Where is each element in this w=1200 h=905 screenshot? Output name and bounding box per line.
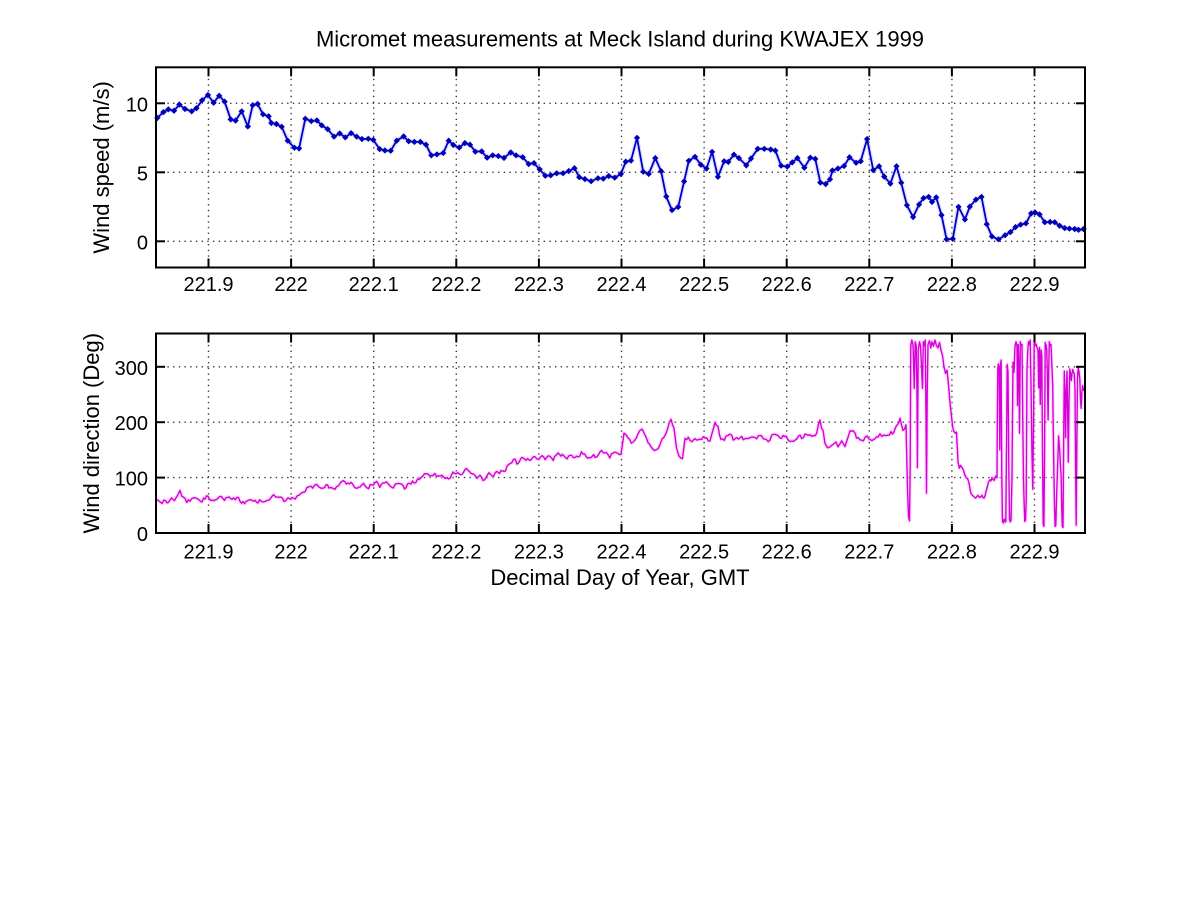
svg-text:222.9: 222.9 [1009, 542, 1059, 564]
svg-text:222.5: 222.5 [679, 542, 729, 564]
svg-text:222.6: 222.6 [762, 274, 812, 296]
svg-text:Micromet measurements at Meck: Micromet measurements at Meck Island dur… [316, 27, 924, 52]
svg-text:100: 100 [115, 469, 148, 491]
svg-text:Decimal Day of Year, GMT: Decimal Day of Year, GMT [490, 565, 749, 590]
svg-text:222.7: 222.7 [844, 542, 894, 564]
svg-text:200: 200 [115, 413, 148, 435]
svg-text:222.5: 222.5 [679, 274, 729, 296]
svg-text:Wind direction (Deg): Wind direction (Deg) [79, 333, 104, 534]
svg-text:222.6: 222.6 [762, 542, 812, 564]
svg-text:222.9: 222.9 [1009, 274, 1059, 296]
svg-text:300: 300 [115, 358, 148, 380]
svg-text:222.2: 222.2 [431, 274, 481, 296]
svg-text:222.2: 222.2 [431, 542, 481, 564]
svg-text:222: 222 [274, 542, 307, 564]
svg-text:222.7: 222.7 [844, 274, 894, 296]
svg-text:5: 5 [137, 163, 148, 185]
svg-text:Wind speed (m/s): Wind speed (m/s) [89, 81, 114, 253]
svg-text:222.8: 222.8 [927, 274, 977, 296]
svg-text:221.9: 221.9 [183, 542, 233, 564]
svg-text:222.3: 222.3 [514, 542, 564, 564]
svg-text:222: 222 [274, 274, 307, 296]
svg-text:10: 10 [126, 94, 148, 116]
svg-text:222.4: 222.4 [596, 542, 646, 564]
svg-text:222.8: 222.8 [927, 542, 977, 564]
svg-text:0: 0 [137, 232, 148, 254]
svg-text:221.9: 221.9 [183, 274, 233, 296]
svg-text:222.3: 222.3 [514, 274, 564, 296]
svg-text:222.4: 222.4 [596, 274, 646, 296]
svg-text:0: 0 [137, 524, 148, 546]
svg-text:222.1: 222.1 [349, 274, 399, 296]
svg-text:222.1: 222.1 [349, 542, 399, 564]
